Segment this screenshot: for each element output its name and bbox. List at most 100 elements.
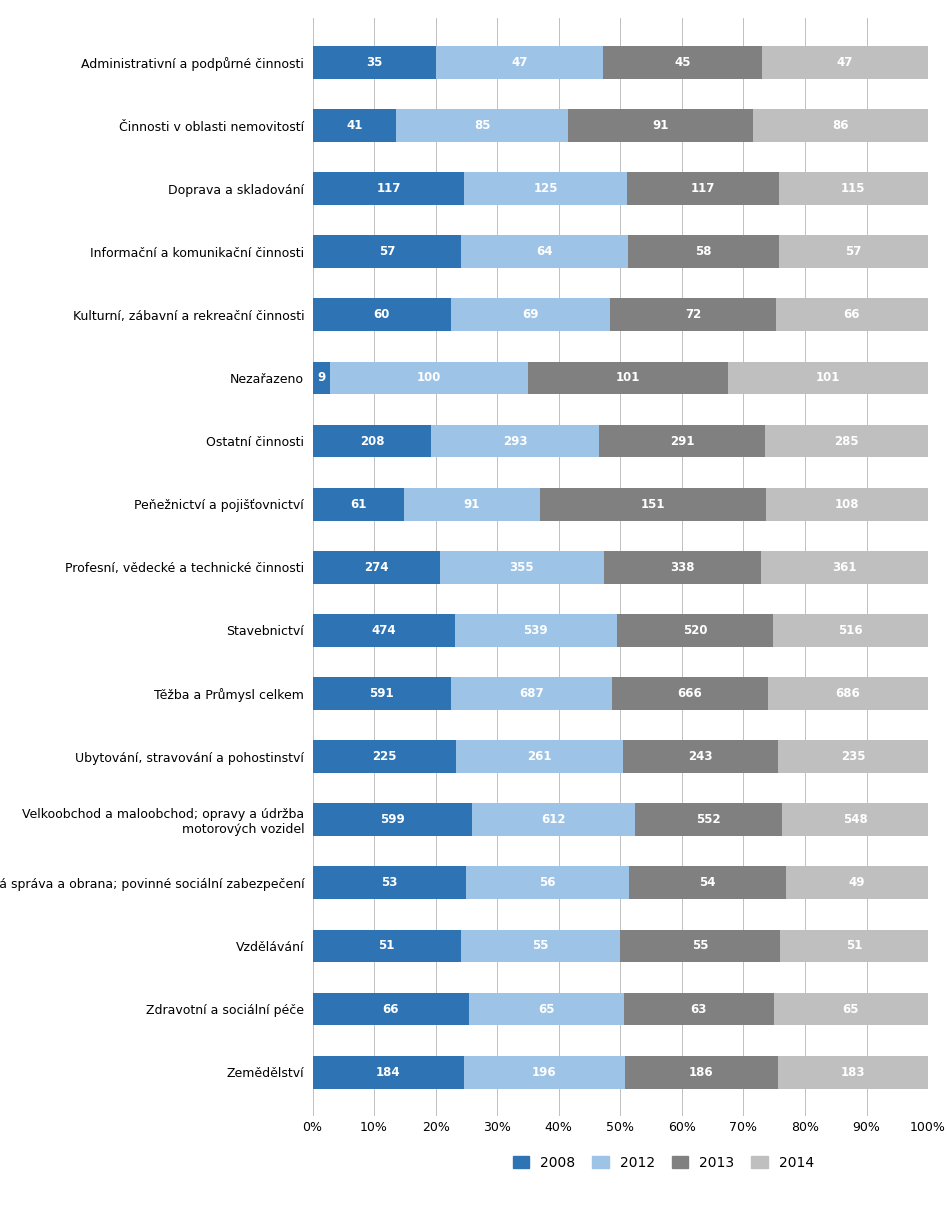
Bar <box>403 488 540 521</box>
Bar <box>470 993 624 1026</box>
Text: 183: 183 <box>841 1065 866 1078</box>
Text: 60: 60 <box>373 309 390 321</box>
Bar <box>627 172 778 205</box>
Text: 361: 361 <box>832 561 857 573</box>
Bar <box>620 930 780 963</box>
Legend: 2008, 2012, 2013, 2014: 2008, 2012, 2013, 2014 <box>507 1150 820 1175</box>
Bar <box>786 866 928 899</box>
Bar <box>313 109 396 142</box>
Text: 86: 86 <box>832 120 849 132</box>
Bar <box>313 425 432 458</box>
Bar <box>464 1055 625 1088</box>
Text: 35: 35 <box>366 56 383 70</box>
Text: 91: 91 <box>652 120 670 132</box>
Bar <box>602 46 761 79</box>
Bar <box>778 172 928 205</box>
Bar <box>313 803 472 836</box>
Bar <box>313 614 455 647</box>
Bar <box>313 46 437 79</box>
Bar <box>778 741 928 773</box>
Text: 55: 55 <box>532 939 548 953</box>
Text: 54: 54 <box>699 876 716 889</box>
Bar <box>313 172 464 205</box>
Bar <box>599 425 765 458</box>
Text: 599: 599 <box>380 814 404 826</box>
Text: 186: 186 <box>688 1065 713 1078</box>
Text: 338: 338 <box>670 561 695 573</box>
Text: 516: 516 <box>838 623 863 637</box>
Text: 474: 474 <box>371 623 396 637</box>
Bar <box>472 803 635 836</box>
Bar <box>761 46 928 79</box>
Text: 58: 58 <box>695 245 712 259</box>
Bar <box>767 677 928 710</box>
Bar <box>604 551 760 583</box>
Text: 208: 208 <box>360 434 384 448</box>
Text: 612: 612 <box>542 814 565 826</box>
Bar <box>774 993 928 1026</box>
Bar <box>464 172 627 205</box>
Bar <box>780 930 928 963</box>
Text: 9: 9 <box>317 371 326 384</box>
Bar <box>313 741 456 773</box>
Bar <box>773 614 928 647</box>
Text: 666: 666 <box>677 687 702 700</box>
Bar <box>776 299 928 332</box>
Bar <box>451 677 612 710</box>
Text: 548: 548 <box>843 814 867 826</box>
Text: 47: 47 <box>511 56 527 70</box>
Bar <box>461 235 628 268</box>
Bar <box>432 425 599 458</box>
Bar <box>313 235 461 268</box>
Bar <box>313 361 331 394</box>
Bar <box>779 235 928 268</box>
Text: 61: 61 <box>350 498 366 511</box>
Text: 274: 274 <box>364 561 388 573</box>
Text: 225: 225 <box>372 750 397 764</box>
Text: 56: 56 <box>540 876 556 889</box>
Bar <box>313 930 460 963</box>
Text: 243: 243 <box>688 750 713 764</box>
Bar <box>777 1055 928 1088</box>
Bar <box>625 1055 777 1088</box>
Bar <box>728 361 928 394</box>
Text: 49: 49 <box>849 876 866 889</box>
Bar <box>437 46 602 79</box>
Text: 57: 57 <box>379 245 395 259</box>
Text: 51: 51 <box>846 939 862 953</box>
Text: 293: 293 <box>503 434 527 448</box>
Text: 108: 108 <box>835 498 860 511</box>
Bar <box>313 299 451 332</box>
Bar <box>313 677 451 710</box>
Bar <box>456 741 623 773</box>
Text: 687: 687 <box>519 687 544 700</box>
Text: 66: 66 <box>844 309 860 321</box>
Bar <box>460 930 620 963</box>
Bar <box>635 803 782 836</box>
Text: 539: 539 <box>524 623 548 637</box>
Bar <box>568 109 754 142</box>
Text: 65: 65 <box>538 1003 555 1015</box>
Text: 235: 235 <box>841 750 866 764</box>
Text: 65: 65 <box>843 1003 859 1015</box>
Bar <box>313 866 466 899</box>
Bar <box>451 299 610 332</box>
Text: 151: 151 <box>641 498 666 511</box>
Text: 101: 101 <box>616 371 640 384</box>
Text: 47: 47 <box>837 56 853 70</box>
Bar <box>628 235 779 268</box>
Bar <box>540 488 766 521</box>
Text: 355: 355 <box>509 561 534 573</box>
Bar <box>313 993 470 1026</box>
Text: 63: 63 <box>690 1003 706 1015</box>
Text: 69: 69 <box>522 309 539 321</box>
Text: 115: 115 <box>841 182 866 195</box>
Text: 53: 53 <box>382 876 398 889</box>
Text: 91: 91 <box>464 498 480 511</box>
Bar <box>439 551 604 583</box>
Text: 520: 520 <box>683 623 707 637</box>
Text: 686: 686 <box>835 687 860 700</box>
Bar <box>612 677 767 710</box>
Text: 261: 261 <box>527 750 552 764</box>
Text: 184: 184 <box>376 1065 401 1078</box>
